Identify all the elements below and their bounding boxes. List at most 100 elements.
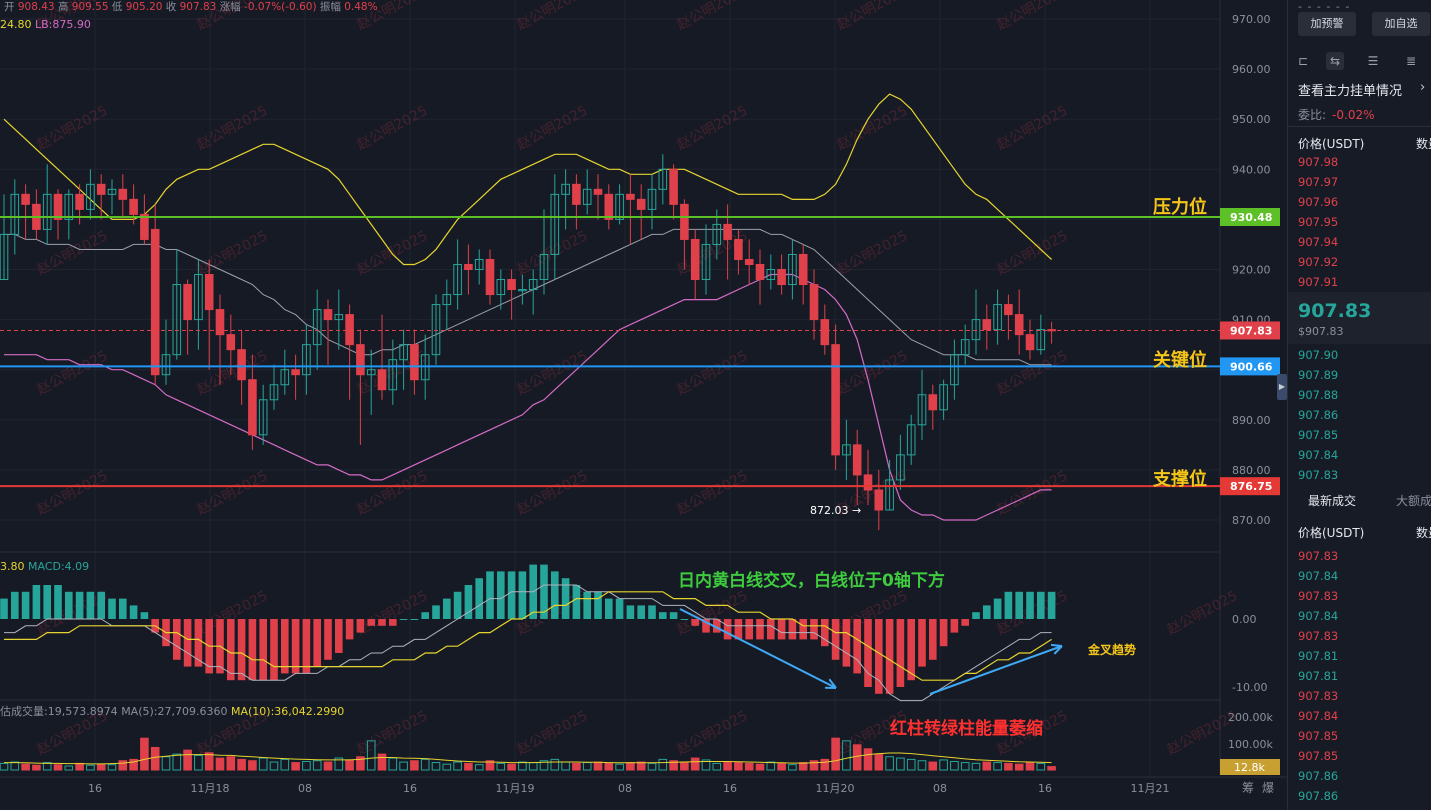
macd-bar bbox=[1004, 591, 1013, 619]
divider bbox=[1288, 126, 1431, 127]
volume-bar bbox=[615, 763, 624, 771]
candle-body bbox=[485, 258, 495, 296]
volume-bar bbox=[647, 762, 657, 771]
macd-bar bbox=[745, 619, 753, 640]
watermark: 赵公明2025 bbox=[34, 103, 110, 154]
candle-body bbox=[269, 384, 279, 401]
watermark: 赵公明2025 bbox=[354, 103, 430, 154]
candle-body bbox=[161, 354, 171, 376]
price-axis-tick: 890.00 bbox=[1232, 414, 1271, 427]
volume-bar bbox=[399, 761, 408, 771]
candle-body bbox=[237, 349, 246, 381]
last-price-usd: $907.83 bbox=[1298, 325, 1344, 338]
watermark: 赵公明2025 bbox=[994, 228, 1070, 279]
volume-bar bbox=[626, 762, 635, 771]
orderbook-toolbar: ⊏ ⇆ ☰ ≣ bbox=[1288, 52, 1431, 72]
macd-bar bbox=[421, 612, 429, 619]
layout-asks-icon[interactable]: ≣ bbox=[1405, 54, 1417, 68]
candle-body bbox=[302, 344, 311, 376]
key-level-label: 关键位 bbox=[1153, 349, 1207, 371]
volume-bar bbox=[723, 761, 732, 771]
candle-body bbox=[593, 188, 603, 195]
volume-bar bbox=[96, 763, 106, 771]
macd-bar bbox=[324, 619, 332, 660]
watermark: 赵公明2025 bbox=[834, 0, 910, 34]
macd-bar bbox=[1037, 591, 1045, 619]
candle-body bbox=[345, 314, 354, 346]
watermark: 赵公明2025 bbox=[674, 468, 750, 519]
vol-axis-tick: 100.00k bbox=[1228, 738, 1273, 751]
candle-body bbox=[831, 344, 840, 456]
macd-bar bbox=[702, 619, 710, 633]
watermark: 赵公明2025 bbox=[994, 103, 1070, 154]
volume-bar bbox=[215, 757, 225, 771]
candle-body bbox=[766, 269, 776, 281]
panel-collapse-handle[interactable]: ▶ bbox=[1277, 374, 1287, 400]
volume-bar bbox=[150, 746, 160, 771]
trade-row: 907.85 bbox=[1298, 749, 1339, 763]
macd-bar bbox=[799, 619, 807, 640]
candle-body bbox=[1036, 329, 1046, 351]
candle-body bbox=[86, 183, 95, 210]
candle-body bbox=[993, 304, 1002, 331]
volume-bar bbox=[172, 753, 182, 771]
watermark: 赵公明2025 bbox=[674, 103, 750, 154]
price-chart[interactable]: 970.00960.00950.00940.00930.00920.00910.… bbox=[0, 0, 1287, 810]
price-axis-tick: 940.00 bbox=[1232, 163, 1271, 176]
candle-body bbox=[539, 253, 549, 281]
tab-latest-trades[interactable]: 最新成交 bbox=[1308, 494, 1357, 508]
candle-body bbox=[971, 319, 981, 341]
watermark: 赵公明2025 bbox=[1164, 588, 1240, 639]
volume-bar bbox=[993, 762, 1002, 771]
macd-bar bbox=[129, 605, 138, 619]
candle-body bbox=[410, 344, 419, 381]
main-orders-link[interactable]: 查看主力挂单情况 › bbox=[1298, 80, 1425, 99]
volume-bar bbox=[280, 758, 290, 771]
volume-bar bbox=[107, 764, 117, 771]
add-favorite-button[interactable]: 加自选 bbox=[1372, 12, 1430, 36]
macd-bar bbox=[475, 578, 483, 619]
candle-body bbox=[680, 203, 689, 240]
macd-bar bbox=[389, 619, 397, 626]
watermark: 赵公明2025 bbox=[34, 228, 110, 279]
ask-row: 907.95 bbox=[1298, 215, 1339, 229]
x-axis-tick: 16 bbox=[1038, 782, 1052, 795]
volume-bar bbox=[831, 737, 840, 771]
orderbook-header: 价格(USDT) 数量 bbox=[1298, 135, 1431, 152]
macd-bar bbox=[453, 591, 462, 619]
layout-book-icon[interactable]: ⊏ bbox=[1297, 54, 1309, 68]
volume-bar bbox=[604, 762, 614, 771]
volume-bar bbox=[464, 762, 473, 771]
volume-bar bbox=[928, 761, 938, 771]
volume-bar bbox=[75, 762, 84, 771]
trades-qty-header: 数量 bbox=[1416, 526, 1431, 540]
candle-body bbox=[42, 193, 52, 230]
ask-row: 907.96 bbox=[1298, 195, 1339, 209]
volume-bar bbox=[874, 753, 884, 771]
bid-row: 907.86 bbox=[1298, 408, 1339, 422]
add-alert-button[interactable]: 加预警 bbox=[1298, 12, 1356, 36]
volume-bar bbox=[636, 761, 646, 771]
macd-bar bbox=[21, 591, 30, 619]
macd-bar bbox=[518, 571, 527, 619]
vol-ma-line bbox=[4, 752, 1052, 765]
macd-axis-tick: 0.00 bbox=[1232, 613, 1257, 626]
volume-bar bbox=[269, 761, 279, 771]
layout-both-icon[interactable]: ⇆ bbox=[1326, 52, 1344, 70]
volume-bar bbox=[766, 761, 776, 771]
tab-large-trades[interactable]: 大额成 bbox=[1396, 494, 1431, 508]
candle-body bbox=[334, 314, 344, 321]
volume-note: 红柱转绿柱能量萎缩 bbox=[890, 718, 1043, 739]
macd-bar bbox=[356, 619, 365, 633]
macd-bar bbox=[929, 619, 937, 660]
volume-bar bbox=[852, 744, 862, 771]
support-label: 支撑位 bbox=[1152, 468, 1207, 490]
candle-body bbox=[474, 258, 484, 271]
watermark: 赵公明2025 bbox=[194, 468, 270, 519]
layout-bids-icon[interactable]: ☰ bbox=[1367, 54, 1379, 68]
watermark: 赵公明2025 bbox=[514, 228, 590, 279]
trade-row: 907.84 bbox=[1298, 569, 1339, 583]
macd-bar bbox=[821, 619, 829, 647]
main-orders-link-label: 查看主力挂单情况 bbox=[1298, 84, 1403, 99]
macd-bar bbox=[345, 619, 354, 640]
